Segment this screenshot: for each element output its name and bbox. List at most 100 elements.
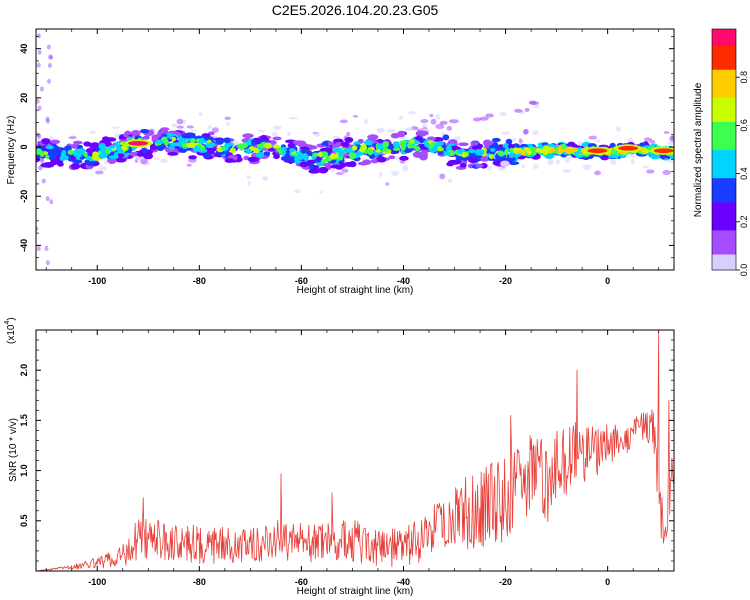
spectral-speckle	[447, 178, 453, 183]
y-tick-label: 0	[19, 145, 29, 150]
snr-frame	[35, 329, 675, 572]
spectral-blob	[163, 139, 169, 146]
spectral-speckle	[207, 125, 213, 130]
spectral-speckle	[44, 245, 49, 251]
spectral-blob	[388, 155, 396, 160]
spectral-speckle	[68, 136, 77, 140]
spectral-blob	[414, 135, 423, 142]
spectral-blob	[610, 148, 617, 155]
spectral-blob	[141, 147, 148, 153]
spectral-blob	[406, 142, 413, 149]
spectral-speckle	[446, 126, 453, 131]
spectral-speckle	[247, 181, 251, 186]
spectral-blob	[223, 137, 231, 144]
spectral-blob	[49, 149, 59, 157]
spectral-blob	[348, 161, 357, 168]
spectral-blob	[242, 133, 254, 139]
spectral-speckle	[642, 165, 650, 169]
spectral-blob	[468, 148, 476, 154]
spectral-blob	[136, 152, 145, 157]
colorbar-segment	[712, 125, 736, 131]
spectral-speckle	[47, 62, 52, 68]
colorbar-ticks: 0.0 0.2 0.4 0.6 0.8	[736, 71, 749, 276]
x-tick-label: -40	[397, 577, 410, 587]
spectral-speckle	[402, 165, 409, 172]
colorbar-segment	[712, 37, 736, 42]
spectral-speckle	[529, 101, 540, 106]
spectral-blob	[186, 142, 192, 148]
spectral-speckle	[512, 138, 517, 142]
spectral-blob	[306, 150, 313, 157]
spectral-blob	[340, 141, 350, 148]
colorbar-segment	[712, 153, 736, 159]
spectral-blob	[245, 148, 252, 155]
colorbar-segment	[712, 61, 736, 66]
spectral-blob	[642, 148, 650, 154]
spectral-speckle	[186, 125, 195, 129]
colorbar-tick-label: 0.8	[739, 71, 749, 84]
spectral-blob	[500, 160, 510, 167]
spectral-hotspot	[128, 140, 149, 146]
spectral-blob	[178, 137, 187, 144]
spectral-speckle	[352, 115, 359, 118]
spectral-blob	[363, 139, 373, 146]
spectral-blob	[393, 147, 401, 152]
spectral-blob	[507, 143, 515, 150]
snr-x-tick-labels: -100 -80 -60 -40 -20 0	[88, 577, 610, 587]
colorbar-segment	[712, 261, 736, 267]
spectral-speckle	[211, 127, 219, 133]
spectral-blob	[362, 159, 372, 165]
spectral-blob	[42, 162, 55, 168]
spectral-blob	[329, 152, 336, 160]
spectral-blob	[527, 149, 532, 156]
spectral-speckle	[627, 137, 634, 143]
spectral-speckle	[435, 123, 445, 130]
colorbar-segment	[712, 29, 736, 34]
colorbar-segment	[712, 141, 736, 147]
spectral-blob	[205, 136, 215, 142]
colorbar-segment	[712, 81, 736, 86]
spectral-speckle	[160, 158, 168, 163]
spectral-speckle	[46, 44, 51, 50]
spectral-blob	[327, 141, 334, 146]
spectral-blob	[399, 155, 409, 161]
spectral-blob	[257, 143, 262, 148]
spectral-speckle	[198, 112, 203, 117]
spectral-blob	[364, 149, 369, 154]
spectral-speckle	[104, 158, 108, 165]
spectral-speckle	[399, 160, 406, 164]
x-tick-label: -100	[88, 276, 106, 286]
colorbar-segment	[712, 45, 736, 50]
spectral-blob	[73, 159, 83, 164]
spectral-speckle	[273, 125, 282, 130]
colorbar-segment	[712, 93, 736, 98]
spectral-blob	[143, 152, 154, 160]
colorbar-segment	[712, 101, 736, 106]
spectral-speckle	[335, 172, 344, 176]
colorbar-segment	[712, 241, 736, 247]
x-tick-label: 0	[605, 276, 610, 286]
spectral-speckle	[524, 107, 530, 112]
spectral-blob	[197, 143, 203, 149]
colorbar-segment	[712, 177, 736, 183]
spectral-blob	[237, 143, 245, 150]
y-tick-label: 1.5	[19, 414, 29, 427]
colorbar-segment	[712, 113, 736, 118]
spectrogram-frame	[35, 28, 675, 271]
colorbar-segment	[712, 233, 736, 239]
spectral-speckle	[472, 117, 482, 122]
snr-scale-label: (x104)	[4, 317, 17, 344]
snr-scale-exponent: 4	[4, 321, 11, 325]
spectral-blob	[495, 146, 503, 151]
spectral-blob	[84, 155, 92, 161]
spectral-speckle	[646, 169, 655, 174]
colorbar-segment	[712, 49, 736, 54]
colorbar-segment	[712, 237, 736, 243]
colorbar-segment	[712, 161, 736, 167]
spectral-blob	[535, 147, 542, 153]
colorbar-segment	[712, 73, 736, 78]
spectral-speckle	[36, 62, 41, 68]
spectral-blob	[206, 147, 215, 154]
spectral-speckle	[547, 159, 555, 166]
spectral-blob	[155, 139, 164, 145]
